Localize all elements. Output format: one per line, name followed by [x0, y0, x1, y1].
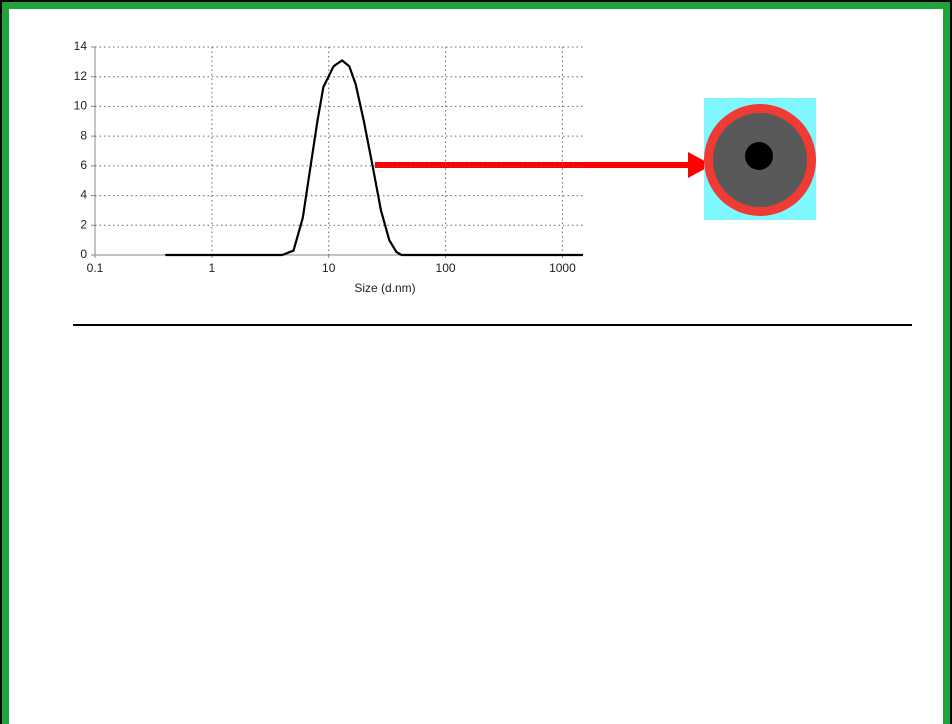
x-tick-label: 0.1 — [87, 261, 104, 275]
arrow-head — [688, 152, 712, 178]
size-distribution-line — [165, 59, 583, 257]
y-tick-label: 2 — [80, 217, 87, 231]
x-tick-label: 1000 — [549, 261, 576, 275]
y-tick-label: 12 — [74, 69, 88, 83]
y-tick-label: 14 — [74, 39, 88, 53]
y-tick-label: 6 — [80, 158, 87, 172]
x-tick-label: 1 — [209, 261, 216, 275]
y-tick-label: 4 — [80, 188, 87, 202]
x-axis-label: Size (d.nm) — [354, 281, 415, 295]
particle-core — [745, 142, 773, 170]
x-tick-label: 10 — [322, 261, 336, 275]
y-tick-label: 0 — [80, 247, 87, 261]
y-tick-label: 8 — [80, 128, 87, 142]
x-tick-label: 100 — [436, 261, 456, 275]
y-tick-label: 10 — [74, 99, 88, 113]
